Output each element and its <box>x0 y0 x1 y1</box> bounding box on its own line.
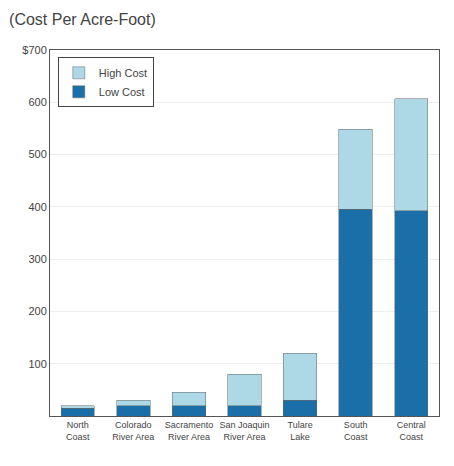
svg-text:CentralCoast: CentralCoast <box>397 420 426 442</box>
svg-text:$700: $700 <box>22 44 46 56</box>
svg-text:San JoaquinRiver Area: San JoaquinRiver Area <box>219 420 269 442</box>
svg-text:600: 600 <box>28 96 46 108</box>
svg-text:Low Cost: Low Cost <box>99 86 145 98</box>
svg-text:100: 100 <box>28 358 46 370</box>
svg-text:SouthCoast: SouthCoast <box>344 420 368 442</box>
svg-text:500: 500 <box>28 148 46 160</box>
svg-text:200: 200 <box>28 305 46 317</box>
svg-text:SacramentoRiver Area: SacramentoRiver Area <box>165 420 214 442</box>
svg-text:300: 300 <box>28 253 46 265</box>
svg-text:400: 400 <box>28 201 46 213</box>
svg-text:(Cost Per Acre-Foot): (Cost Per Acre-Foot) <box>9 11 156 28</box>
svg-text:ColoradoRiver Area: ColoradoRiver Area <box>112 420 154 442</box>
svg-text:TulareLake: TulareLake <box>287 420 312 442</box>
svg-text:NorthCoast: NorthCoast <box>66 420 90 442</box>
svg-text:High Cost: High Cost <box>99 67 147 79</box>
